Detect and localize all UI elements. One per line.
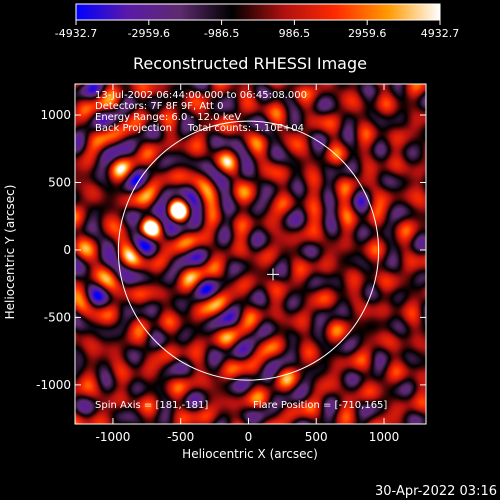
x-tick-label: 1000	[369, 430, 400, 444]
y-axis-label: Heliocentric Y (arcsec)	[3, 185, 17, 320]
x-tick-label: 500	[305, 430, 328, 444]
info-block: 13-Jul-2002 06:44:00.000 to 06:45:08.000…	[95, 90, 307, 134]
x-tick-label: -500	[167, 430, 194, 444]
colorbar	[75, 3, 441, 21]
colorbar-tick-label: 986.5	[279, 27, 311, 40]
colorbar-tick-label: 4932.7	[421, 27, 460, 40]
x-axis-label: Heliocentric X (arcsec)	[182, 447, 318, 461]
info-method-counts: Back Projection Total counts: 1.10E+04	[95, 123, 304, 134]
colorbar-tick-label: -986.5	[204, 27, 239, 40]
solar-limb-circle	[117, 120, 380, 381]
info-energy-range: Energy Range: 6.0 - 12.0 keV	[95, 112, 241, 123]
colorbar-tick-label: 2959.6	[348, 27, 387, 40]
y-tick-label: 500	[48, 175, 71, 189]
info-time-range: 13-Jul-2002 06:44:00.000 to 06:45:08.000	[95, 90, 307, 101]
heatmap-image	[75, 84, 426, 424]
spin-axis-label: Spin Axis = [181,-181]	[95, 400, 208, 411]
y-tick-label: 0	[63, 243, 71, 257]
info-detectors: Detectors: 7F 8F 9F, Att 0	[95, 101, 223, 112]
colorbar-tick-label: -2959.6	[128, 27, 170, 40]
plot-frame	[74, 83, 427, 425]
x-tick-label: 0	[245, 430, 253, 444]
spin-axis-marker	[266, 268, 279, 281]
colorbar-tick-label: -4932.7	[55, 27, 97, 40]
y-tick-label: -1000	[36, 378, 71, 392]
footer-timestamp: 30-Apr-2022 03:16	[375, 484, 497, 499]
y-tick-label: 1000	[40, 108, 71, 122]
x-tick-label: -1000	[96, 430, 131, 444]
y-tick-label: -500	[44, 310, 71, 324]
axis-ticks: -1000 -500 0 500 1000 -1000 -500 0 500 1000	[36, 84, 426, 444]
chart-title: Reconstructed RHESSI Image	[133, 54, 367, 73]
colorbar-ticks: -4932.7 -2959.6 -986.5 986.5 2959.6 4932.7	[55, 20, 459, 40]
flare-position-label: Flare Position = [-710,165]	[253, 400, 387, 411]
